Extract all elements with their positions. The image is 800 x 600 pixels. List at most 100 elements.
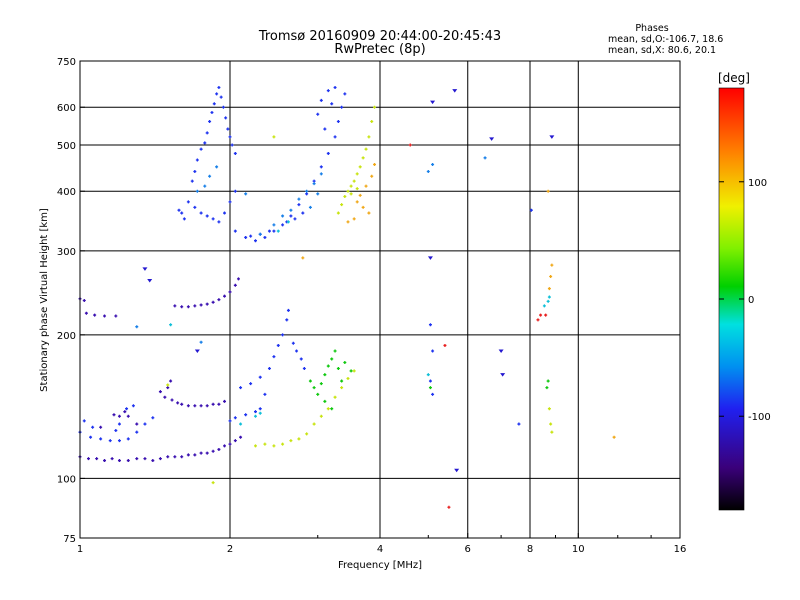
data-point <box>114 314 118 318</box>
data-point <box>297 437 301 441</box>
data-point <box>319 165 323 169</box>
data-point <box>326 407 330 411</box>
data-point <box>285 318 289 322</box>
data-point <box>211 449 215 453</box>
x-tick-label: 2 <box>227 544 233 555</box>
data-point <box>89 435 93 439</box>
data-point <box>293 217 297 221</box>
data-point <box>203 141 207 145</box>
data-point <box>330 102 334 106</box>
data-point <box>316 112 320 116</box>
data-point <box>233 229 237 233</box>
data-point <box>263 392 267 396</box>
data-point <box>364 184 368 188</box>
data-point <box>126 437 130 441</box>
data-point <box>99 425 103 429</box>
data-point <box>286 308 290 312</box>
data-point <box>193 453 197 457</box>
data-point <box>180 305 184 309</box>
data-point <box>244 235 248 239</box>
grid-lines <box>80 61 680 538</box>
data-point <box>217 402 221 406</box>
data-point <box>549 275 553 279</box>
data-point <box>305 192 309 196</box>
data-point <box>186 305 190 309</box>
data-point <box>217 298 221 302</box>
data-point <box>498 349 504 353</box>
data-point <box>431 349 435 353</box>
x-axis-ticks: 1 2 4 6 8 10 16 <box>77 533 686 555</box>
data-point <box>267 366 271 370</box>
colorbar-tick-label: 100 <box>748 178 767 189</box>
data-point <box>186 453 190 457</box>
data-point <box>301 256 305 260</box>
y-tick-label: 300 <box>57 247 76 258</box>
data-point <box>253 239 257 243</box>
data-point <box>182 217 186 221</box>
data-point <box>316 392 320 396</box>
data-point <box>199 147 203 151</box>
data-point <box>193 169 197 173</box>
y-axis-ticks: 75 100 200 300 400 500 600 750 <box>57 57 85 545</box>
data-point <box>91 425 95 429</box>
colorbar-tick-label: 0 <box>748 295 754 306</box>
data-point <box>340 386 344 390</box>
data-point <box>323 399 327 403</box>
data-point <box>330 357 334 361</box>
data-point <box>544 313 548 317</box>
data-point <box>103 314 107 318</box>
y-tick-label: 100 <box>57 474 76 485</box>
data-point <box>117 422 121 426</box>
data-point <box>373 163 377 167</box>
data-point <box>114 429 118 433</box>
y-tick-label: 400 <box>57 187 76 198</box>
data-point <box>199 451 203 455</box>
data-point <box>208 120 212 124</box>
data-point <box>340 379 344 383</box>
data-point <box>258 411 262 415</box>
data-point <box>226 127 230 131</box>
data-point <box>263 442 267 446</box>
data-point <box>291 341 295 345</box>
data-point <box>330 407 334 411</box>
data-point <box>230 143 234 147</box>
data-point <box>258 375 262 379</box>
data-point <box>195 189 199 193</box>
data-point <box>82 299 86 303</box>
data-point <box>215 165 219 169</box>
data-point <box>244 192 248 196</box>
data-point <box>333 135 337 139</box>
data-point <box>166 386 170 390</box>
data-point <box>117 414 121 418</box>
data-points <box>78 85 616 509</box>
data-point <box>205 214 209 218</box>
data-point <box>349 369 353 373</box>
data-point <box>430 100 436 105</box>
data-point <box>169 323 173 327</box>
data-point <box>205 404 209 408</box>
data-point <box>323 373 327 377</box>
data-point <box>166 455 170 459</box>
data-point <box>549 422 553 426</box>
data-point <box>112 413 116 417</box>
data-point <box>281 214 285 218</box>
data-point <box>221 105 225 109</box>
colorbar-label: [deg] <box>718 71 750 85</box>
data-point <box>305 189 309 193</box>
data-point <box>158 390 162 394</box>
data-point <box>208 174 212 178</box>
data-point <box>272 355 276 359</box>
data-point <box>452 89 458 93</box>
data-point <box>305 432 309 436</box>
data-point <box>123 410 127 414</box>
data-point <box>343 194 347 198</box>
data-point <box>500 373 506 377</box>
data-point <box>135 422 139 426</box>
data-point <box>361 156 365 160</box>
data-point <box>301 211 305 215</box>
data-point <box>370 174 374 178</box>
data-point <box>355 172 359 176</box>
chart-title: Tromsø 20160909 20:44:00-20:45:43 <box>258 29 501 44</box>
data-point <box>228 200 232 204</box>
data-point <box>308 379 312 383</box>
